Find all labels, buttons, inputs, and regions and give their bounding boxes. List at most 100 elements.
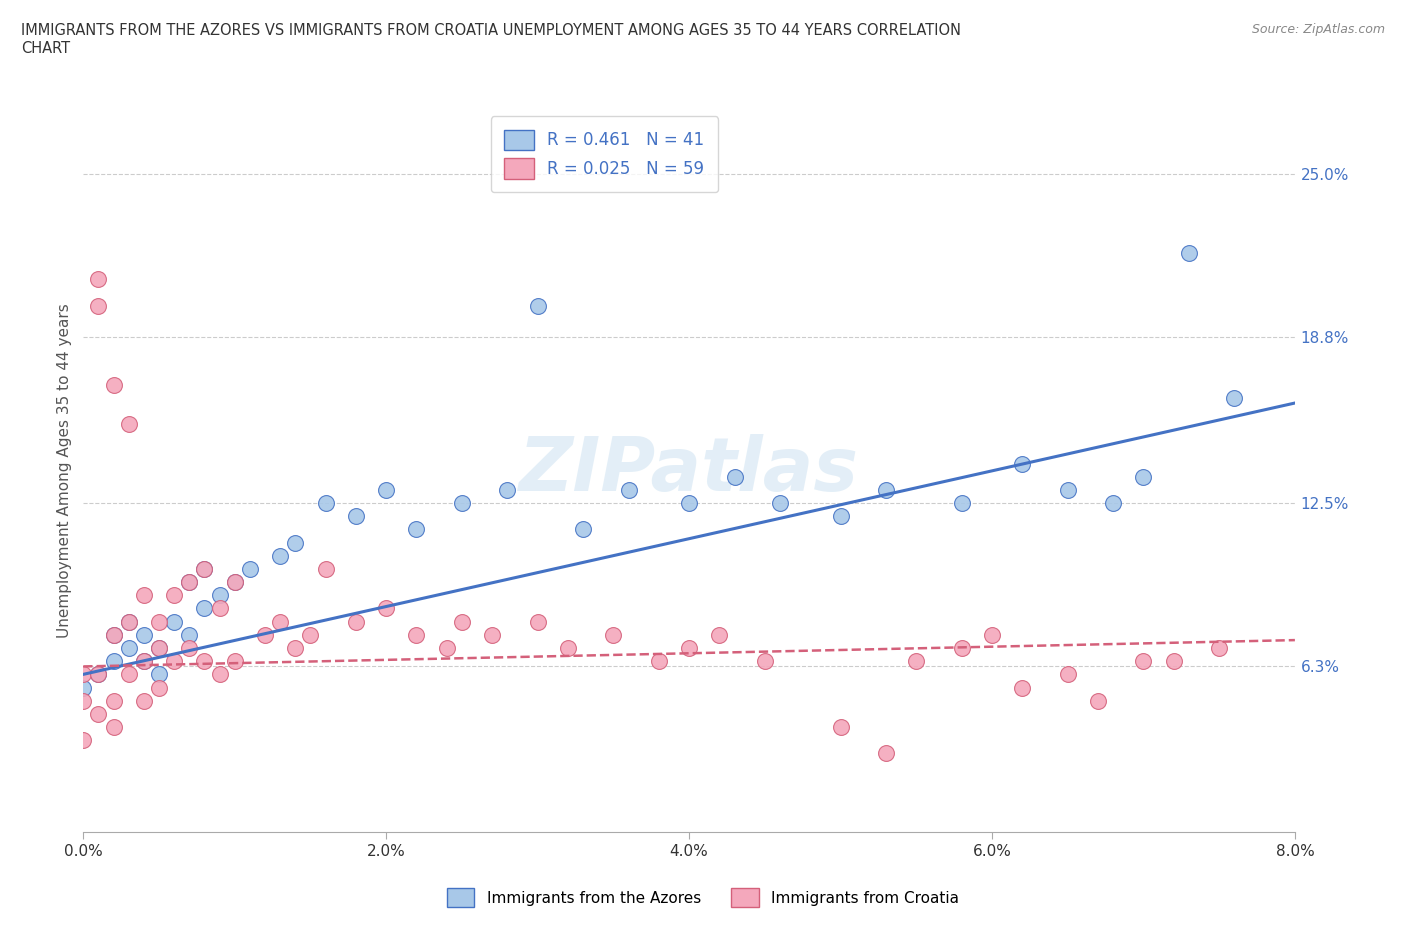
Point [299,628,322,643]
Point [163,614,186,629]
Point [344,509,367,524]
Point [253,628,276,643]
Point [224,654,246,669]
Point [87,667,110,682]
Point [193,601,215,616]
Point [1011,680,1033,695]
Point [148,680,170,695]
Point [481,628,503,643]
Point [875,746,897,761]
Point [436,641,458,656]
Point [344,614,367,629]
Point [72,667,94,682]
Point [118,417,141,432]
Point [1208,641,1230,656]
Point [1223,391,1246,405]
Point [375,483,398,498]
Point [148,641,170,656]
Point [72,733,94,748]
Point [1132,470,1154,485]
Point [148,614,170,629]
Point [87,299,110,313]
Point [769,496,792,511]
Point [148,641,170,656]
Point [118,614,141,629]
Point [193,654,215,669]
Point [193,562,215,577]
Point [830,720,852,735]
Point [132,693,155,708]
Text: Source: ZipAtlas.com: Source: ZipAtlas.com [1251,23,1385,36]
Point [830,509,852,524]
Point [1102,496,1125,511]
Point [496,483,519,498]
Point [87,667,110,682]
Point [118,614,141,629]
Point [678,496,700,511]
Point [1163,654,1185,669]
Point [315,496,337,511]
Point [163,654,186,669]
Text: ZIPatlas: ZIPatlas [519,433,859,507]
Point [1178,246,1201,260]
Point [1056,483,1078,498]
Point [103,720,125,735]
Point [1011,457,1033,472]
Point [526,299,548,313]
Point [224,575,246,590]
Point [284,535,307,550]
Point [557,641,579,656]
Point [103,628,125,643]
Point [1087,693,1109,708]
Point [905,654,928,669]
Point [602,628,624,643]
Point [269,614,291,629]
Point [179,628,201,643]
Point [572,522,595,537]
Legend: Immigrants from the Azores, Immigrants from Croatia: Immigrants from the Azores, Immigrants f… [440,883,966,913]
Point [132,654,155,669]
Point [981,628,1004,643]
Point [239,562,262,577]
Point [950,496,973,511]
Point [375,601,398,616]
Point [526,614,548,629]
Point [193,562,215,577]
Point [118,641,141,656]
Point [754,654,776,669]
Point [284,641,307,656]
Point [208,667,231,682]
Point [709,628,731,643]
Point [103,654,125,669]
Point [451,614,474,629]
Point [1132,654,1154,669]
Point [269,549,291,564]
Point [72,680,94,695]
Point [405,628,427,643]
Point [224,575,246,590]
Point [648,654,671,669]
Point [118,667,141,682]
Point [208,601,231,616]
Point [87,272,110,286]
Point [1056,667,1078,682]
Point [208,588,231,603]
Point [950,641,973,656]
Point [103,378,125,392]
Point [132,654,155,669]
Point [132,588,155,603]
Point [315,562,337,577]
Point [179,575,201,590]
Point [163,588,186,603]
Point [179,641,201,656]
Point [617,483,640,498]
Y-axis label: Unemployment Among Ages 35 to 44 years: Unemployment Among Ages 35 to 44 years [58,303,72,638]
Point [451,496,474,511]
Point [875,483,897,498]
Point [148,667,170,682]
Point [72,693,94,708]
Point [87,707,110,722]
Point [678,641,700,656]
Point [723,470,745,485]
Legend: R = 0.461   N = 41, R = 0.025   N = 59: R = 0.461 N = 41, R = 0.025 N = 59 [491,116,718,192]
